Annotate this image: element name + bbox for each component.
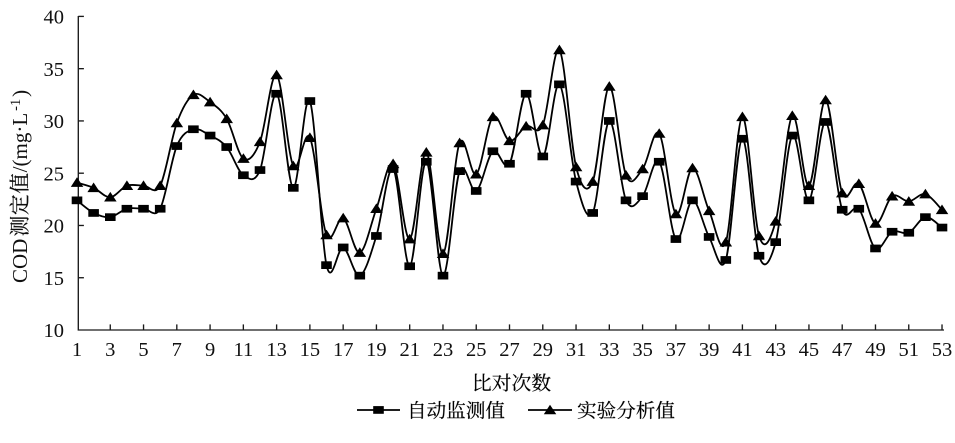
svg-text:-1: -1 — [8, 99, 24, 111]
svg-text:31: 31 — [566, 339, 587, 361]
svg-text:13: 13 — [266, 339, 287, 361]
svg-text:27: 27 — [499, 339, 520, 361]
svg-text:21: 21 — [399, 339, 420, 361]
svg-text:COD: COD — [8, 239, 32, 283]
svg-text:35: 35 — [632, 339, 653, 361]
svg-text:39: 39 — [699, 339, 720, 361]
svg-text:47: 47 — [832, 339, 853, 361]
svg-text:/(mg·L: /(mg·L — [8, 113, 32, 172]
svg-text:40: 40 — [44, 7, 65, 29]
svg-text:17: 17 — [333, 339, 354, 361]
svg-text:43: 43 — [765, 339, 786, 361]
svg-text:23: 23 — [433, 339, 454, 361]
svg-text:51: 51 — [899, 339, 920, 361]
svg-text:5: 5 — [138, 339, 148, 361]
svg-text:1: 1 — [72, 339, 82, 361]
svg-text:15: 15 — [300, 339, 321, 361]
svg-text:9: 9 — [205, 339, 215, 361]
svg-text:11: 11 — [234, 339, 254, 361]
svg-text:41: 41 — [732, 339, 753, 361]
svg-text:3: 3 — [105, 339, 115, 361]
svg-text:45: 45 — [799, 339, 820, 361]
svg-text:33: 33 — [599, 339, 620, 361]
svg-text:7: 7 — [172, 339, 182, 361]
svg-text:25: 25 — [466, 339, 487, 361]
svg-text:10: 10 — [44, 320, 65, 342]
svg-text:49: 49 — [865, 339, 886, 361]
svg-text:29: 29 — [533, 339, 554, 361]
svg-text:19: 19 — [366, 339, 387, 361]
svg-text:15: 15 — [44, 268, 65, 290]
svg-text:25: 25 — [44, 163, 65, 185]
svg-text:37: 37 — [666, 339, 687, 361]
svg-text:): ) — [8, 90, 32, 97]
svg-text:30: 30 — [44, 111, 65, 133]
svg-text:20: 20 — [44, 216, 65, 238]
svg-text:35: 35 — [44, 59, 65, 81]
svg-text:53: 53 — [932, 339, 953, 361]
